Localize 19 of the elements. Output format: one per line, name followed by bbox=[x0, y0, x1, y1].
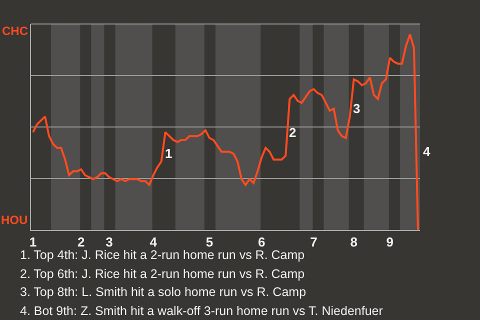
x-tick-label: 8 bbox=[350, 234, 358, 250]
x-tick-label: 6 bbox=[258, 234, 266, 250]
x-tick-label: 4 bbox=[150, 234, 158, 250]
x-tick-label: 1 bbox=[29, 234, 37, 250]
text: 4 bbox=[423, 144, 431, 159]
text: 1. Top 4th: J. Rice hit a 2-run home run vs R. Camp bbox=[20, 248, 305, 262]
text: 3. Top 8th: L. Smith hit a solo home run vs R. Camp bbox=[20, 285, 306, 299]
x-tick-label: 7 bbox=[310, 234, 318, 250]
x-tick-label: 9 bbox=[386, 234, 394, 250]
text: CHC bbox=[2, 24, 28, 38]
text: 2. Top 6th: J. Rice hit a 2-run home run vs R. Camp bbox=[20, 267, 305, 281]
x-tick-label: 3 bbox=[106, 234, 113, 250]
text: 4. Bot 9th: Z. Smith hit a walk-off 3-run home run vs T. Niedenfuer bbox=[20, 304, 383, 318]
annotation: 1 bbox=[165, 146, 172, 161]
text: HOU bbox=[1, 213, 28, 227]
x-tick-label: 5 bbox=[206, 234, 214, 250]
x-tick-label: 2 bbox=[78, 234, 85, 250]
annotation: 3 bbox=[353, 101, 360, 116]
annotation: 2 bbox=[289, 125, 296, 140]
